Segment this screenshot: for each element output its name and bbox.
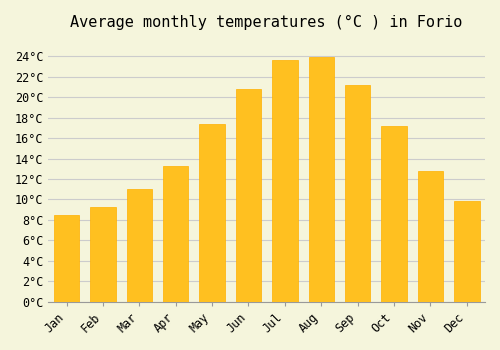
Bar <box>126 189 152 302</box>
Bar <box>163 166 188 302</box>
Bar <box>90 206 116 302</box>
Bar <box>454 202 479 302</box>
Bar <box>200 124 225 302</box>
Bar <box>236 89 261 302</box>
Bar <box>382 126 407 302</box>
Bar <box>272 60 297 302</box>
Bar <box>418 171 443 302</box>
Title: Average monthly temperatures (°C ) in Forio: Average monthly temperatures (°C ) in Fo… <box>70 15 463 30</box>
Bar <box>54 215 80 302</box>
Bar <box>345 85 370 302</box>
Bar <box>308 57 334 302</box>
